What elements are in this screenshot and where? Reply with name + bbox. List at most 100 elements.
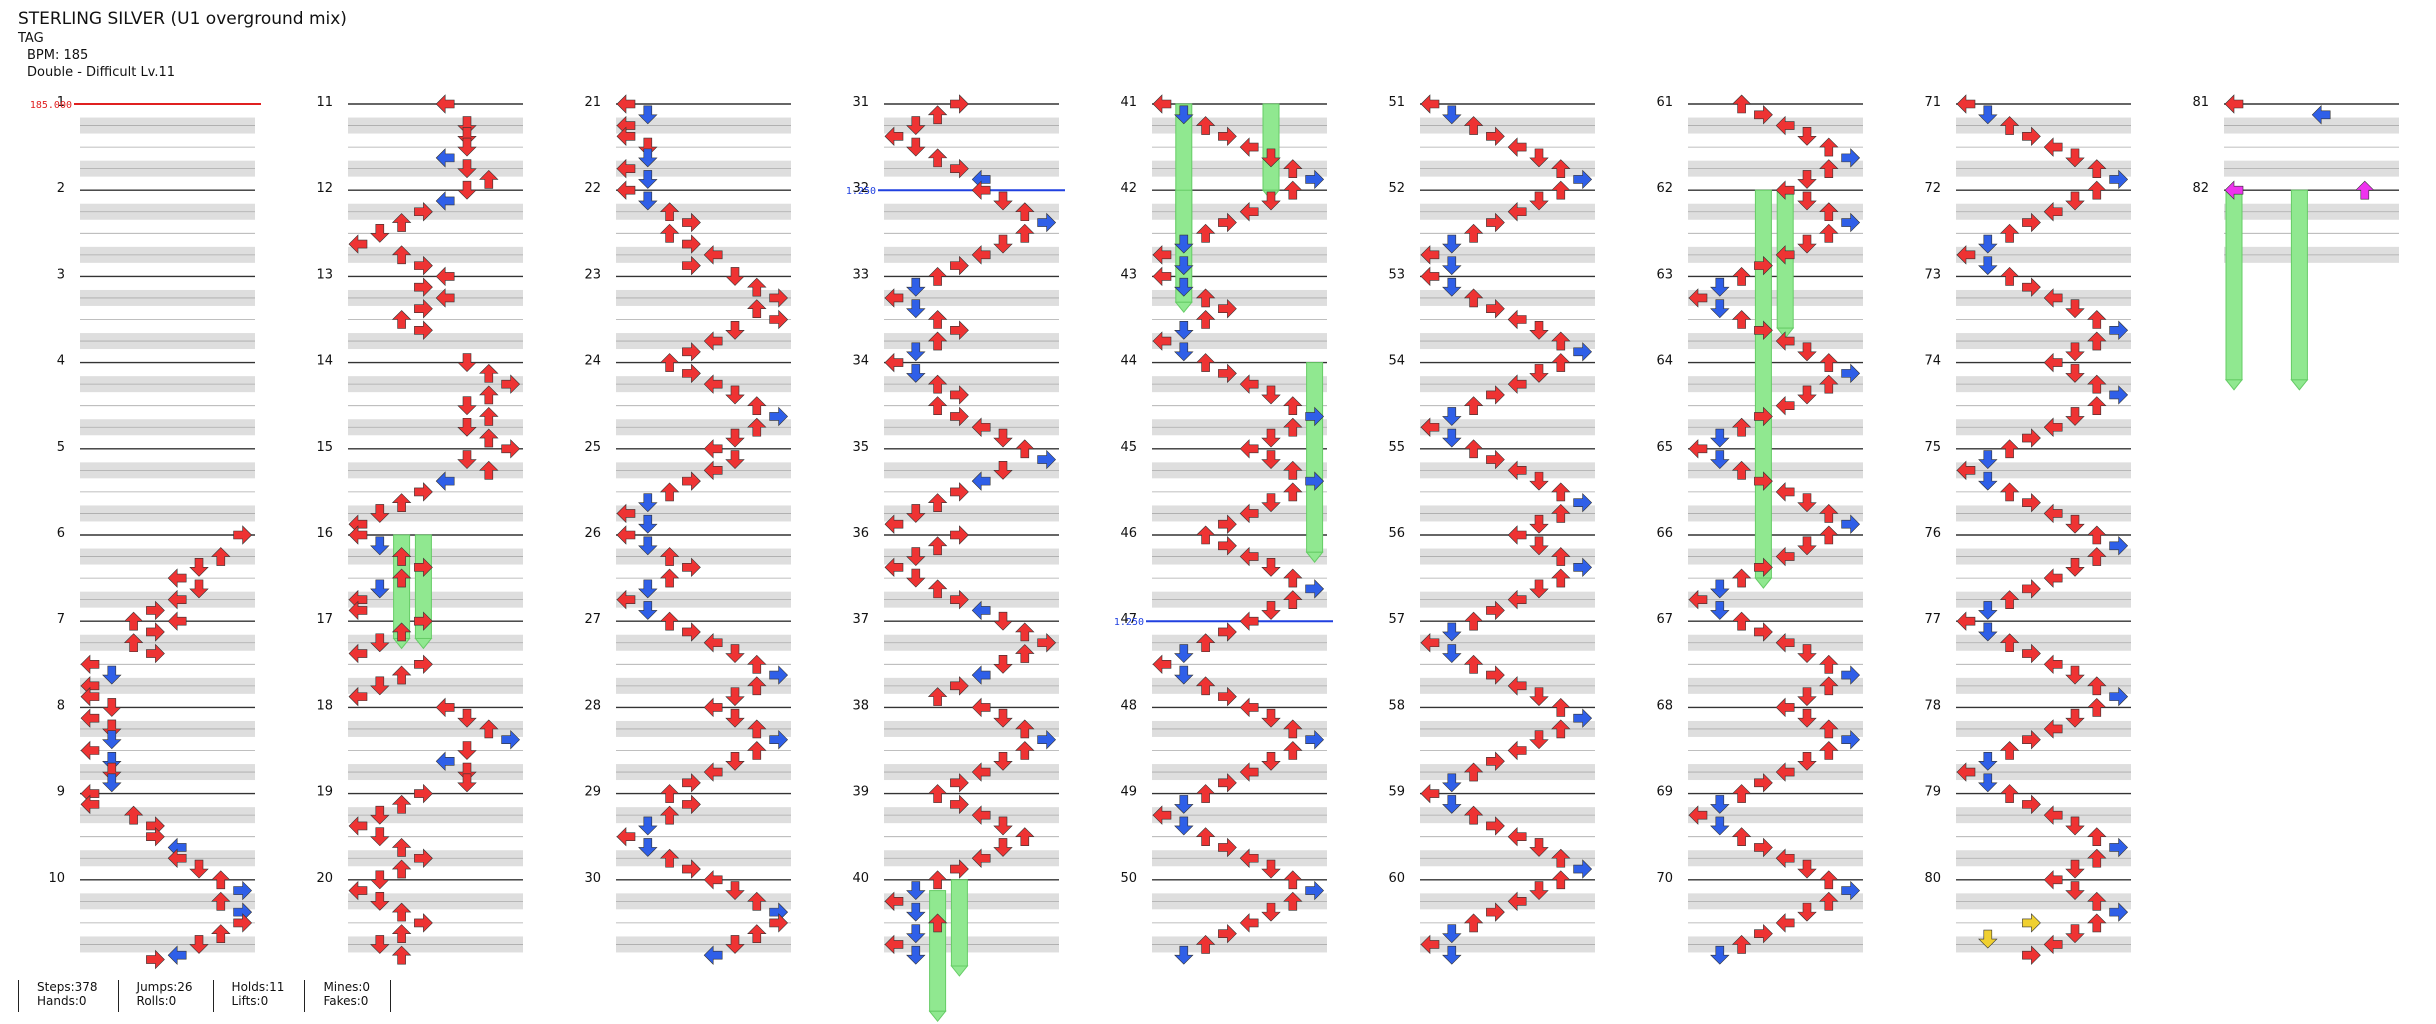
quarter-note-arrow: [2022, 945, 2041, 965]
eighth-note-arrow: [435, 148, 455, 168]
quarter-note-arrow: [501, 439, 521, 459]
quarter-note-arrow: [1015, 223, 1035, 243]
quarter-note-arrow: [414, 557, 433, 578]
measure-number: 67: [1656, 612, 1673, 627]
quarter-note-arrow: [747, 719, 767, 739]
quarter-note-arrow: [370, 892, 390, 911]
quarter-note-arrow: [479, 170, 499, 189]
quarter-note-arrow: [747, 741, 767, 760]
eighth-note-arrow: [1841, 514, 1861, 534]
quarter-note-arrow: [703, 870, 723, 890]
quarter-note-arrow: [616, 158, 636, 179]
eighth-note-arrow: [2109, 385, 2129, 405]
hold-body: [950, 879, 968, 967]
eighth-note-arrow: [638, 514, 658, 534]
quarter-note-arrow: [1775, 482, 1795, 502]
quarter-note-arrow: [391, 665, 412, 685]
quarter-note-arrow: [616, 180, 636, 200]
measure-number: 47: [1120, 612, 1137, 627]
quarter-note-arrow: [1420, 783, 1440, 804]
quarter-note-arrow: [2087, 676, 2107, 696]
quarter-note-arrow: [2224, 94, 2244, 114]
quarter-note-arrow: [971, 245, 991, 265]
scroll-change-label: 1.250: [1114, 617, 1144, 628]
quarter-note-arrow: [682, 794, 701, 815]
quarter-note-arrow: [1283, 396, 1303, 416]
measure-number: 17: [316, 612, 333, 627]
quarter-note-arrow: [950, 158, 969, 179]
eighth-note-arrow: [1978, 256, 1998, 276]
quarter-note-arrow: [189, 859, 209, 879]
quarter-note-arrow: [1956, 94, 1976, 114]
quarter-note-arrow: [414, 320, 433, 340]
quarter-note-arrow: [457, 762, 477, 782]
eighth-note-arrow: [102, 730, 122, 750]
quarter-note-arrow: [189, 579, 209, 599]
quarter-note-arrow: [1688, 288, 1708, 308]
quarter-note-arrow: [616, 94, 636, 114]
quarter-note-arrow: [884, 352, 904, 373]
measure-number: 54: [1388, 354, 1405, 369]
quarter-note-arrow: [2043, 503, 2063, 524]
quarter-note-arrow: [1551, 331, 1571, 351]
quarter-note-arrow: [1015, 644, 1035, 663]
quarter-note-arrow: [1507, 202, 1527, 222]
eighth-note-arrow: [1573, 492, 1593, 513]
eighth-note-arrow: [435, 191, 455, 211]
hold-tail: [2224, 379, 2244, 391]
quarter-note-arrow: [1999, 741, 2020, 760]
quarter-note-arrow: [747, 676, 767, 696]
quarter-note-arrow: [1999, 784, 2020, 803]
quarter-note-arrow: [1218, 622, 1237, 642]
quarter-note-arrow: [927, 687, 948, 706]
quarter-note-arrow: [2065, 148, 2085, 168]
quarter-note-arrow: [1754, 923, 1773, 944]
quarter-note-arrow: [1956, 611, 1976, 631]
quarter-note-arrow: [927, 105, 948, 125]
eighth-note-arrow: [1442, 644, 1462, 663]
quarter-note-arrow: [1529, 579, 1549, 599]
measure-number: 14: [316, 354, 333, 369]
quarter-note-arrow: [2087, 848, 2107, 868]
measure-number: 68: [1656, 698, 1673, 713]
hold-tail: [1754, 577, 1773, 589]
quarter-note-arrow: [348, 600, 368, 621]
quarter-note-arrow: [659, 805, 680, 825]
eighth-note-arrow: [2109, 536, 2129, 556]
quarter-note-arrow: [1529, 364, 1549, 383]
stat-group-steps: Steps:378 Hands:0: [18, 980, 118, 1012]
quarter-note-arrow: [146, 622, 165, 642]
quarter-note-arrow: [2087, 180, 2107, 200]
quarter-note-arrow: [1195, 353, 1216, 372]
measure-number: 52: [1388, 181, 1405, 196]
eighth-note-arrow: [1710, 601, 1730, 620]
quarter-note-arrow: [167, 611, 187, 631]
quarter-note-arrow: [414, 611, 433, 631]
quarter-note-arrow: [391, 213, 412, 232]
quarter-note-arrow: [769, 913, 789, 933]
measure-number: 82: [2192, 181, 2209, 196]
eighth-note-arrow: [501, 730, 521, 750]
eighth-note-arrow: [1978, 450, 1998, 469]
stat-group-jumps: Jumps:26 Rolls:0: [117, 980, 213, 1012]
eighth-note-arrow: [769, 406, 789, 427]
quarter-note-arrow: [971, 180, 991, 200]
eighth-note-arrow: [1174, 320, 1194, 340]
quarter-note-arrow: [682, 255, 701, 276]
quarter-note-arrow: [1529, 320, 1549, 340]
quarter-note-arrow: [682, 773, 701, 793]
quarter-note-arrow: [1797, 708, 1817, 728]
eighth-note-arrow: [1841, 363, 1861, 384]
eighth-note-arrow: [1442, 277, 1462, 297]
quarter-note-arrow: [1507, 891, 1527, 912]
eighth-note-arrow: [2109, 902, 2129, 922]
quarter-note-arrow: [1152, 331, 1172, 351]
quarter-note-arrow: [1195, 633, 1216, 653]
quarter-note-arrow: [457, 127, 477, 146]
quarter-note-arrow: [703, 762, 723, 782]
measure-number: 22: [584, 181, 601, 196]
quarter-note-arrow: [1754, 837, 1773, 858]
quarter-note-arrow: [80, 654, 100, 675]
hold-tail: [2290, 379, 2309, 391]
measure-number: 33: [852, 267, 869, 282]
